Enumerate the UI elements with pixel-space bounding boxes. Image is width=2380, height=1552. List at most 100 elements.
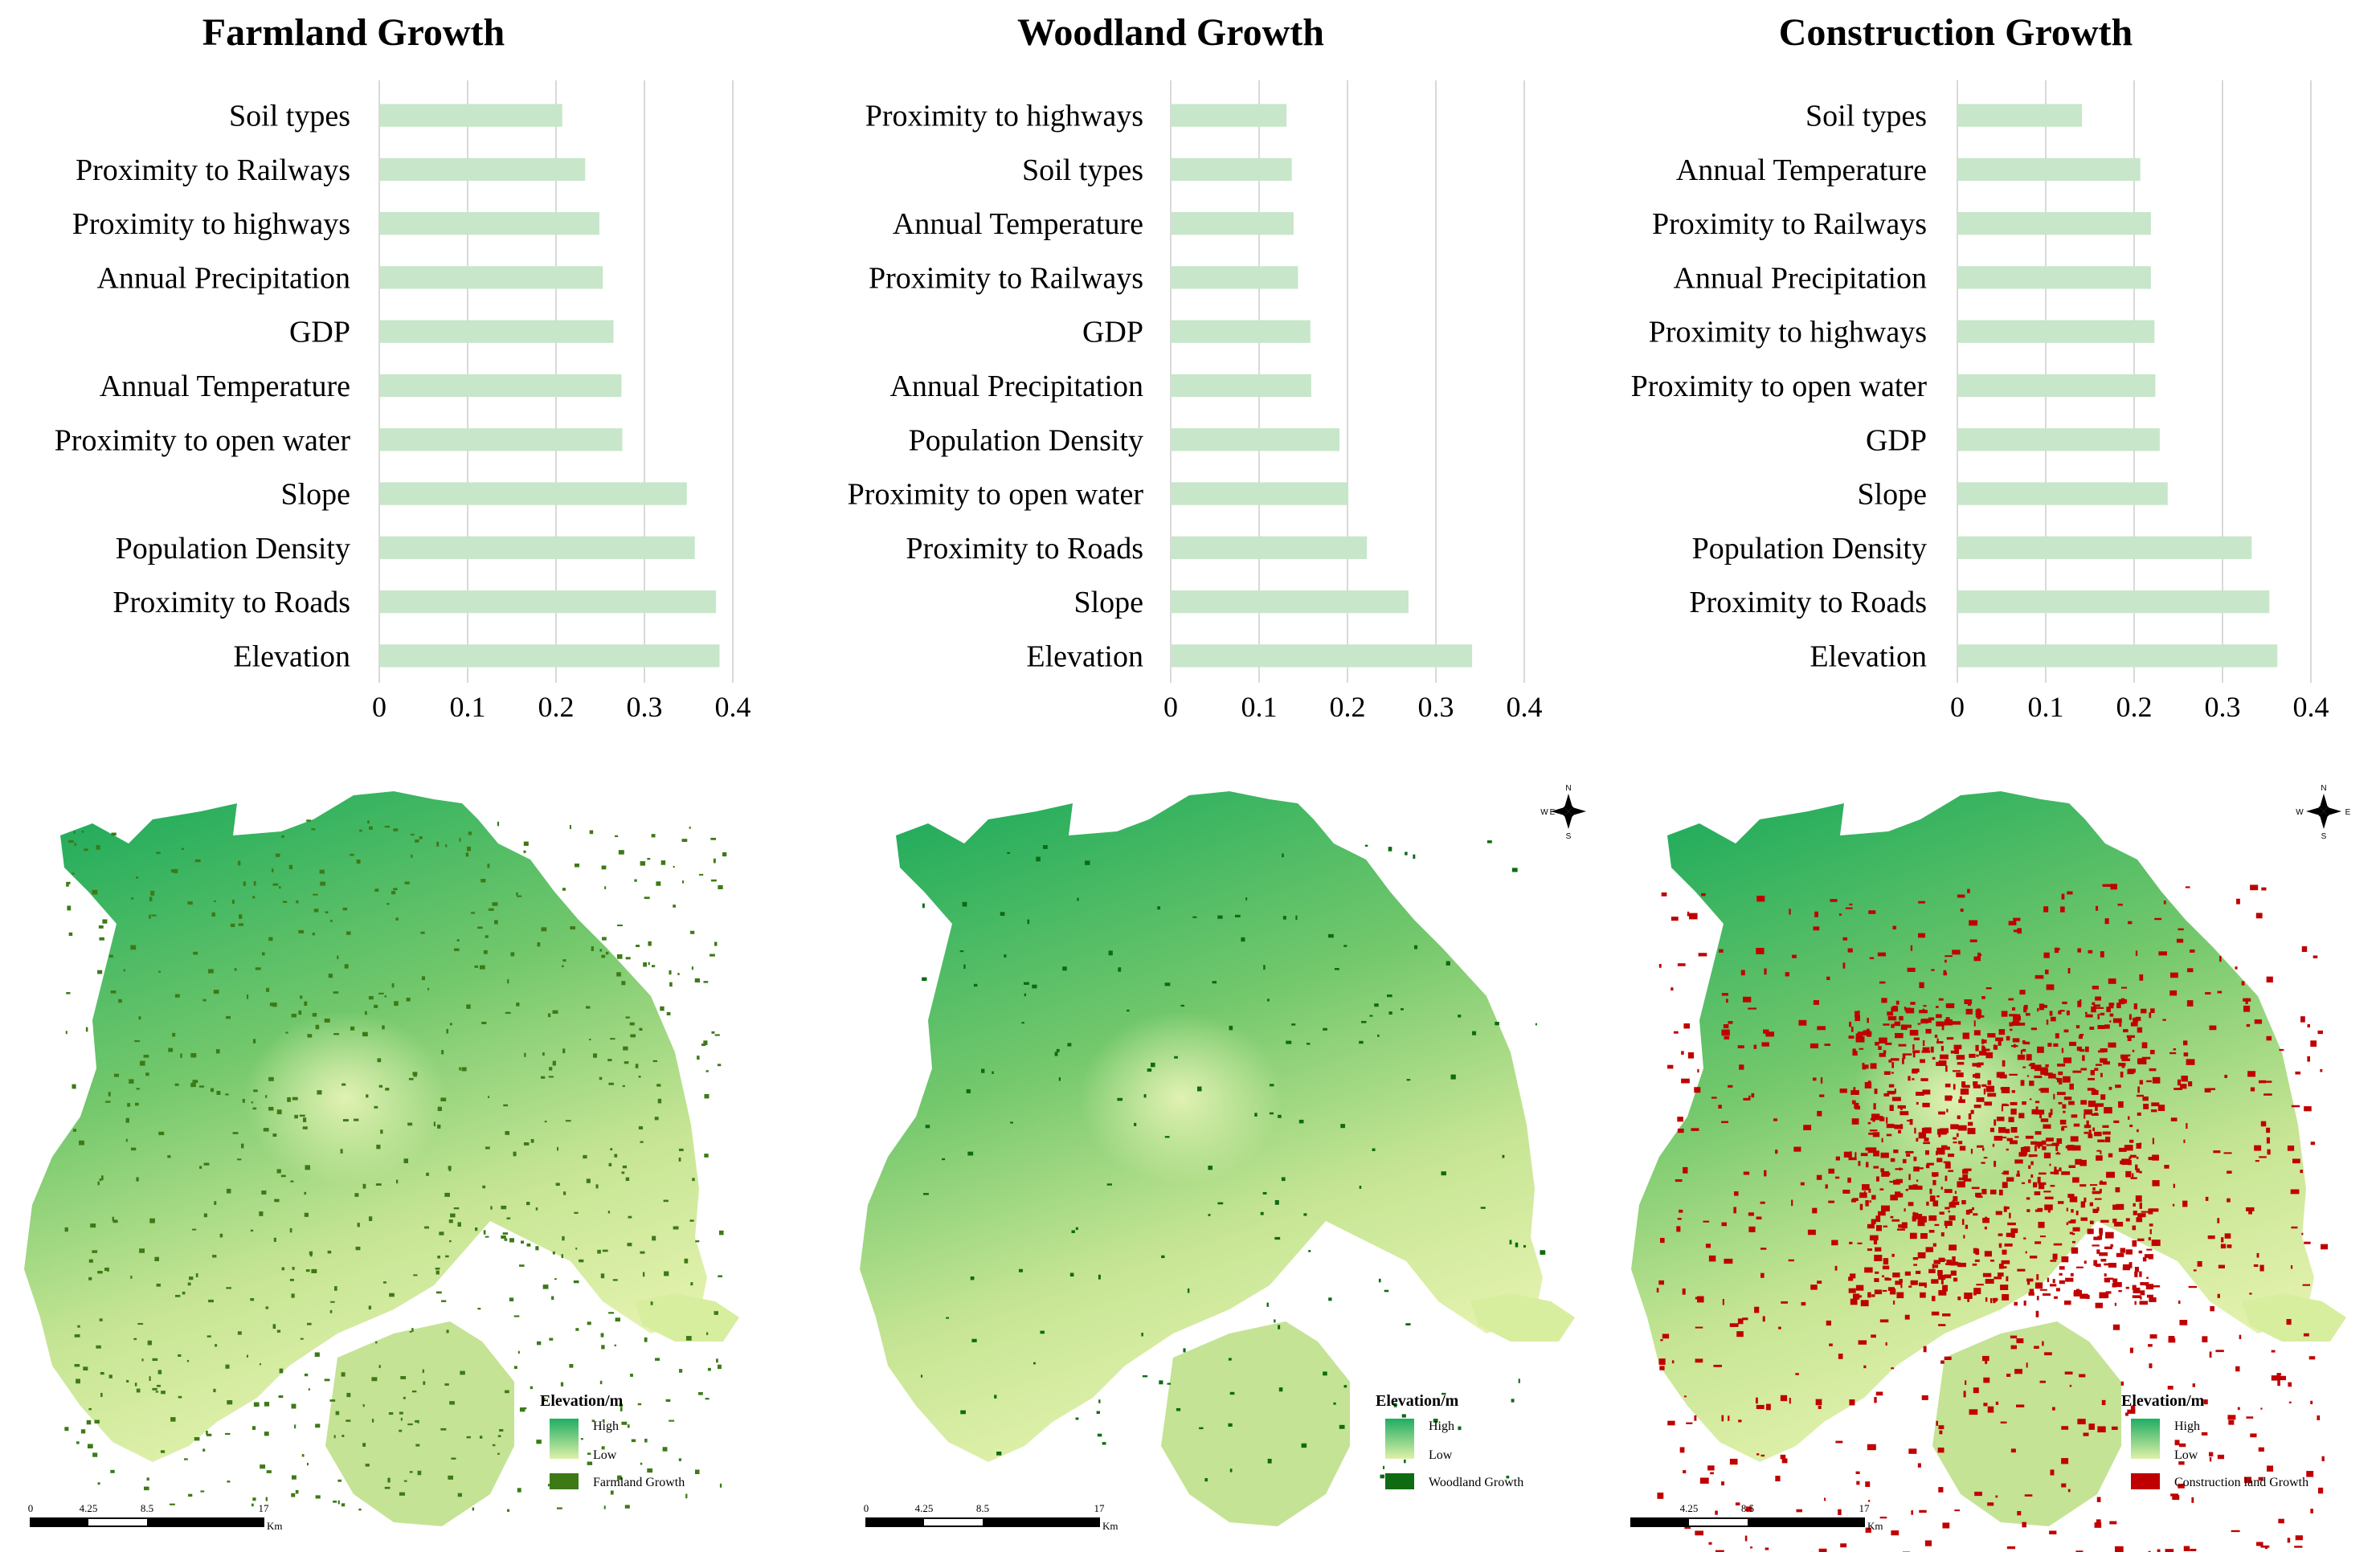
growth-speck	[108, 1092, 111, 1097]
growth-speck	[1036, 856, 1041, 862]
growth-speck	[1885, 1117, 1888, 1124]
growth-speck	[1795, 1373, 1799, 1375]
growth-speck	[627, 1243, 632, 1247]
growth-speck	[1867, 1500, 1871, 1502]
growth-speck	[2079, 1034, 2084, 1036]
growth-speck	[2094, 1198, 2102, 1200]
growth-speck	[1691, 1128, 1699, 1131]
category-label: Proximity to Roads	[1689, 586, 1927, 619]
growth-speck	[1161, 1255, 1165, 1259]
growth-speck	[2030, 1141, 2038, 1145]
growth-speck	[1985, 1052, 1994, 1059]
growth-speck	[2062, 1001, 2067, 1004]
growth-speck	[1963, 1178, 1972, 1182]
growth-speck	[2100, 1150, 2102, 1154]
growth-speck	[1333, 1402, 1336, 1405]
growth-speck	[97, 1482, 100, 1485]
growth-speck	[542, 1284, 549, 1289]
growth-speck	[707, 1367, 711, 1371]
growth-speck	[1865, 1200, 1869, 1207]
growth-speck	[1670, 987, 1674, 991]
growth-speck	[1891, 1023, 1895, 1028]
growth-speck	[333, 1435, 336, 1439]
legend-title: Elevation/m	[540, 1392, 624, 1410]
growth-speck	[1486, 840, 1492, 843]
growth-speck	[1840, 1543, 1847, 1548]
growth-speck	[2063, 1029, 2069, 1033]
growth-speck	[2080, 1100, 2088, 1105]
growth-speck	[448, 1166, 452, 1170]
growth-speck	[1908, 1185, 1916, 1190]
growth-speck	[2003, 1206, 2010, 1210]
growth-speck	[210, 1088, 215, 1093]
growth-speck	[471, 912, 476, 914]
growth-speck	[2030, 1161, 2034, 1166]
growth-speck	[232, 1132, 239, 1134]
growth-speck	[274, 1199, 280, 1203]
growth-speck	[2105, 1291, 2112, 1294]
growth-speck	[2137, 1027, 2143, 1033]
growth-speck	[1888, 1084, 1895, 1088]
growth-speck	[287, 1097, 291, 1102]
growth-speck	[651, 965, 656, 968]
growth-speck	[1842, 1189, 1850, 1194]
growth-speck	[1937, 1269, 1943, 1276]
growth-speck	[1964, 1293, 1973, 1299]
growth-speck	[2067, 1145, 2075, 1151]
growth-speck	[2071, 1114, 2078, 1118]
growth-speck	[1810, 1284, 1818, 1290]
growth-speck	[1932, 1243, 1936, 1247]
growth-speck	[2058, 1071, 2063, 1076]
growth-speck	[335, 1411, 340, 1415]
growth-speck	[1936, 1147, 1945, 1154]
growth-speck	[1819, 1094, 1825, 1097]
category-label: Annual Temperature	[1676, 153, 1927, 187]
bar	[1957, 266, 2151, 289]
growth-speck	[2192, 1383, 2195, 1387]
growth-speck	[1967, 1121, 1973, 1126]
category-label: GDP	[1866, 423, 1927, 457]
growth-speck	[698, 1391, 703, 1395]
growth-speck	[273, 1237, 276, 1242]
growth-speck	[1413, 945, 1418, 950]
growth-speck	[625, 957, 631, 960]
growth-speck	[1855, 1033, 1863, 1038]
growth-speck	[368, 995, 374, 1000]
scale-tick-1: 4.25	[1680, 1502, 1699, 1514]
growth-speck	[68, 932, 73, 937]
bar	[379, 212, 599, 235]
growth-speck	[296, 900, 299, 904]
growth-speck	[136, 1088, 140, 1090]
growth-speck	[187, 1282, 191, 1286]
growth-speck	[1159, 1380, 1163, 1385]
growth-speck	[182, 1291, 186, 1295]
growth-speck	[640, 861, 646, 866]
growth-speck	[1254, 1113, 1257, 1117]
growth-speck	[2227, 1244, 2232, 1248]
growth-speck	[2169, 1052, 2177, 1055]
growth-speck	[669, 982, 673, 987]
growth-speck	[2100, 1048, 2108, 1052]
growth-speck	[1996, 1117, 2005, 1121]
growth-speck	[1944, 1175, 1948, 1182]
growth-speck	[2009, 1073, 2018, 1076]
growth-speck	[627, 1424, 630, 1428]
growth-speck	[2260, 1545, 2270, 1548]
growth-speck	[685, 1493, 688, 1499]
growth-speck	[1679, 1209, 1683, 1213]
growth-speck	[354, 1193, 359, 1197]
growth-speck	[2141, 1008, 2147, 1014]
growth-speck	[312, 932, 315, 936]
growth-speck	[330, 1301, 335, 1303]
growth-speck	[2039, 1088, 2046, 1091]
growth-speck	[1880, 1152, 1889, 1158]
growth-speck	[600, 1273, 605, 1279]
growth-speck	[1739, 1064, 1744, 1070]
growth-speck	[1983, 1088, 1986, 1095]
growth-speck	[386, 903, 390, 905]
growth-speck	[1744, 1535, 1748, 1542]
growth-speck	[1867, 1080, 1871, 1084]
growth-speck	[1890, 1215, 1894, 1219]
growth-speck	[2023, 1006, 2027, 1013]
growth-speck	[2050, 1260, 2057, 1262]
